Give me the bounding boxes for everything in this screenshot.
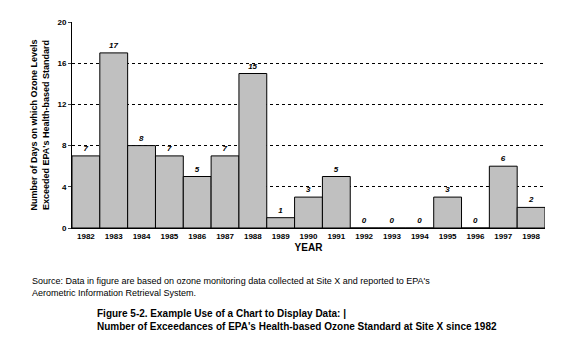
svg-text:15: 15 xyxy=(248,62,257,71)
svg-text:1987: 1987 xyxy=(216,232,234,241)
svg-text:8: 8 xyxy=(62,141,67,150)
svg-text:3: 3 xyxy=(306,185,311,194)
svg-text:0: 0 xyxy=(473,216,478,225)
svg-text:5: 5 xyxy=(195,165,200,174)
svg-text:Source: Data in figure are bas: Source: Data in figure are based on ozon… xyxy=(32,276,430,298)
svg-text:Number of Days on which Ozone: Number of Days on which Ozone LevelsExce… xyxy=(29,39,51,210)
svg-text:1: 1 xyxy=(278,206,283,215)
svg-text:1993: 1993 xyxy=(383,232,401,241)
svg-text:1989: 1989 xyxy=(272,232,290,241)
svg-text:2: 2 xyxy=(528,195,534,204)
svg-text:1995: 1995 xyxy=(439,232,457,241)
svg-text:7: 7 xyxy=(223,144,228,153)
svg-text:7: 7 xyxy=(83,144,88,153)
svg-text:0: 0 xyxy=(417,216,422,225)
svg-text:12: 12 xyxy=(57,100,66,109)
svg-text:8: 8 xyxy=(139,134,144,143)
svg-text:17: 17 xyxy=(109,41,118,50)
svg-text:1986: 1986 xyxy=(188,232,206,241)
svg-text:3: 3 xyxy=(445,185,450,194)
svg-text:4: 4 xyxy=(62,183,67,192)
svg-text:6: 6 xyxy=(501,154,506,163)
svg-text:1982: 1982 xyxy=(77,232,95,241)
svg-text:1984: 1984 xyxy=(133,232,151,241)
svg-text:16: 16 xyxy=(57,59,66,68)
svg-text:1994: 1994 xyxy=(411,232,429,241)
svg-text:0: 0 xyxy=(362,216,367,225)
svg-text:1991: 1991 xyxy=(327,232,345,241)
svg-text:1997: 1997 xyxy=(494,232,512,241)
svg-text:0: 0 xyxy=(389,216,394,225)
svg-text:YEAR: YEAR xyxy=(295,242,324,253)
svg-text:20: 20 xyxy=(57,18,66,27)
svg-text:1998: 1998 xyxy=(522,232,540,241)
svg-text:1992: 1992 xyxy=(355,232,373,241)
svg-text:0: 0 xyxy=(62,224,67,233)
svg-text:1996: 1996 xyxy=(467,232,485,241)
svg-text:1988: 1988 xyxy=(244,232,262,241)
svg-text:1990: 1990 xyxy=(300,232,318,241)
svg-text:1985: 1985 xyxy=(160,232,178,241)
svg-text:Figure 5-2. Example Use of a C: Figure 5-2. Example Use of a Chart to Di… xyxy=(97,308,497,332)
svg-text:7: 7 xyxy=(167,144,172,153)
svg-text:1983: 1983 xyxy=(105,232,123,241)
svg-text:5: 5 xyxy=(334,165,339,174)
